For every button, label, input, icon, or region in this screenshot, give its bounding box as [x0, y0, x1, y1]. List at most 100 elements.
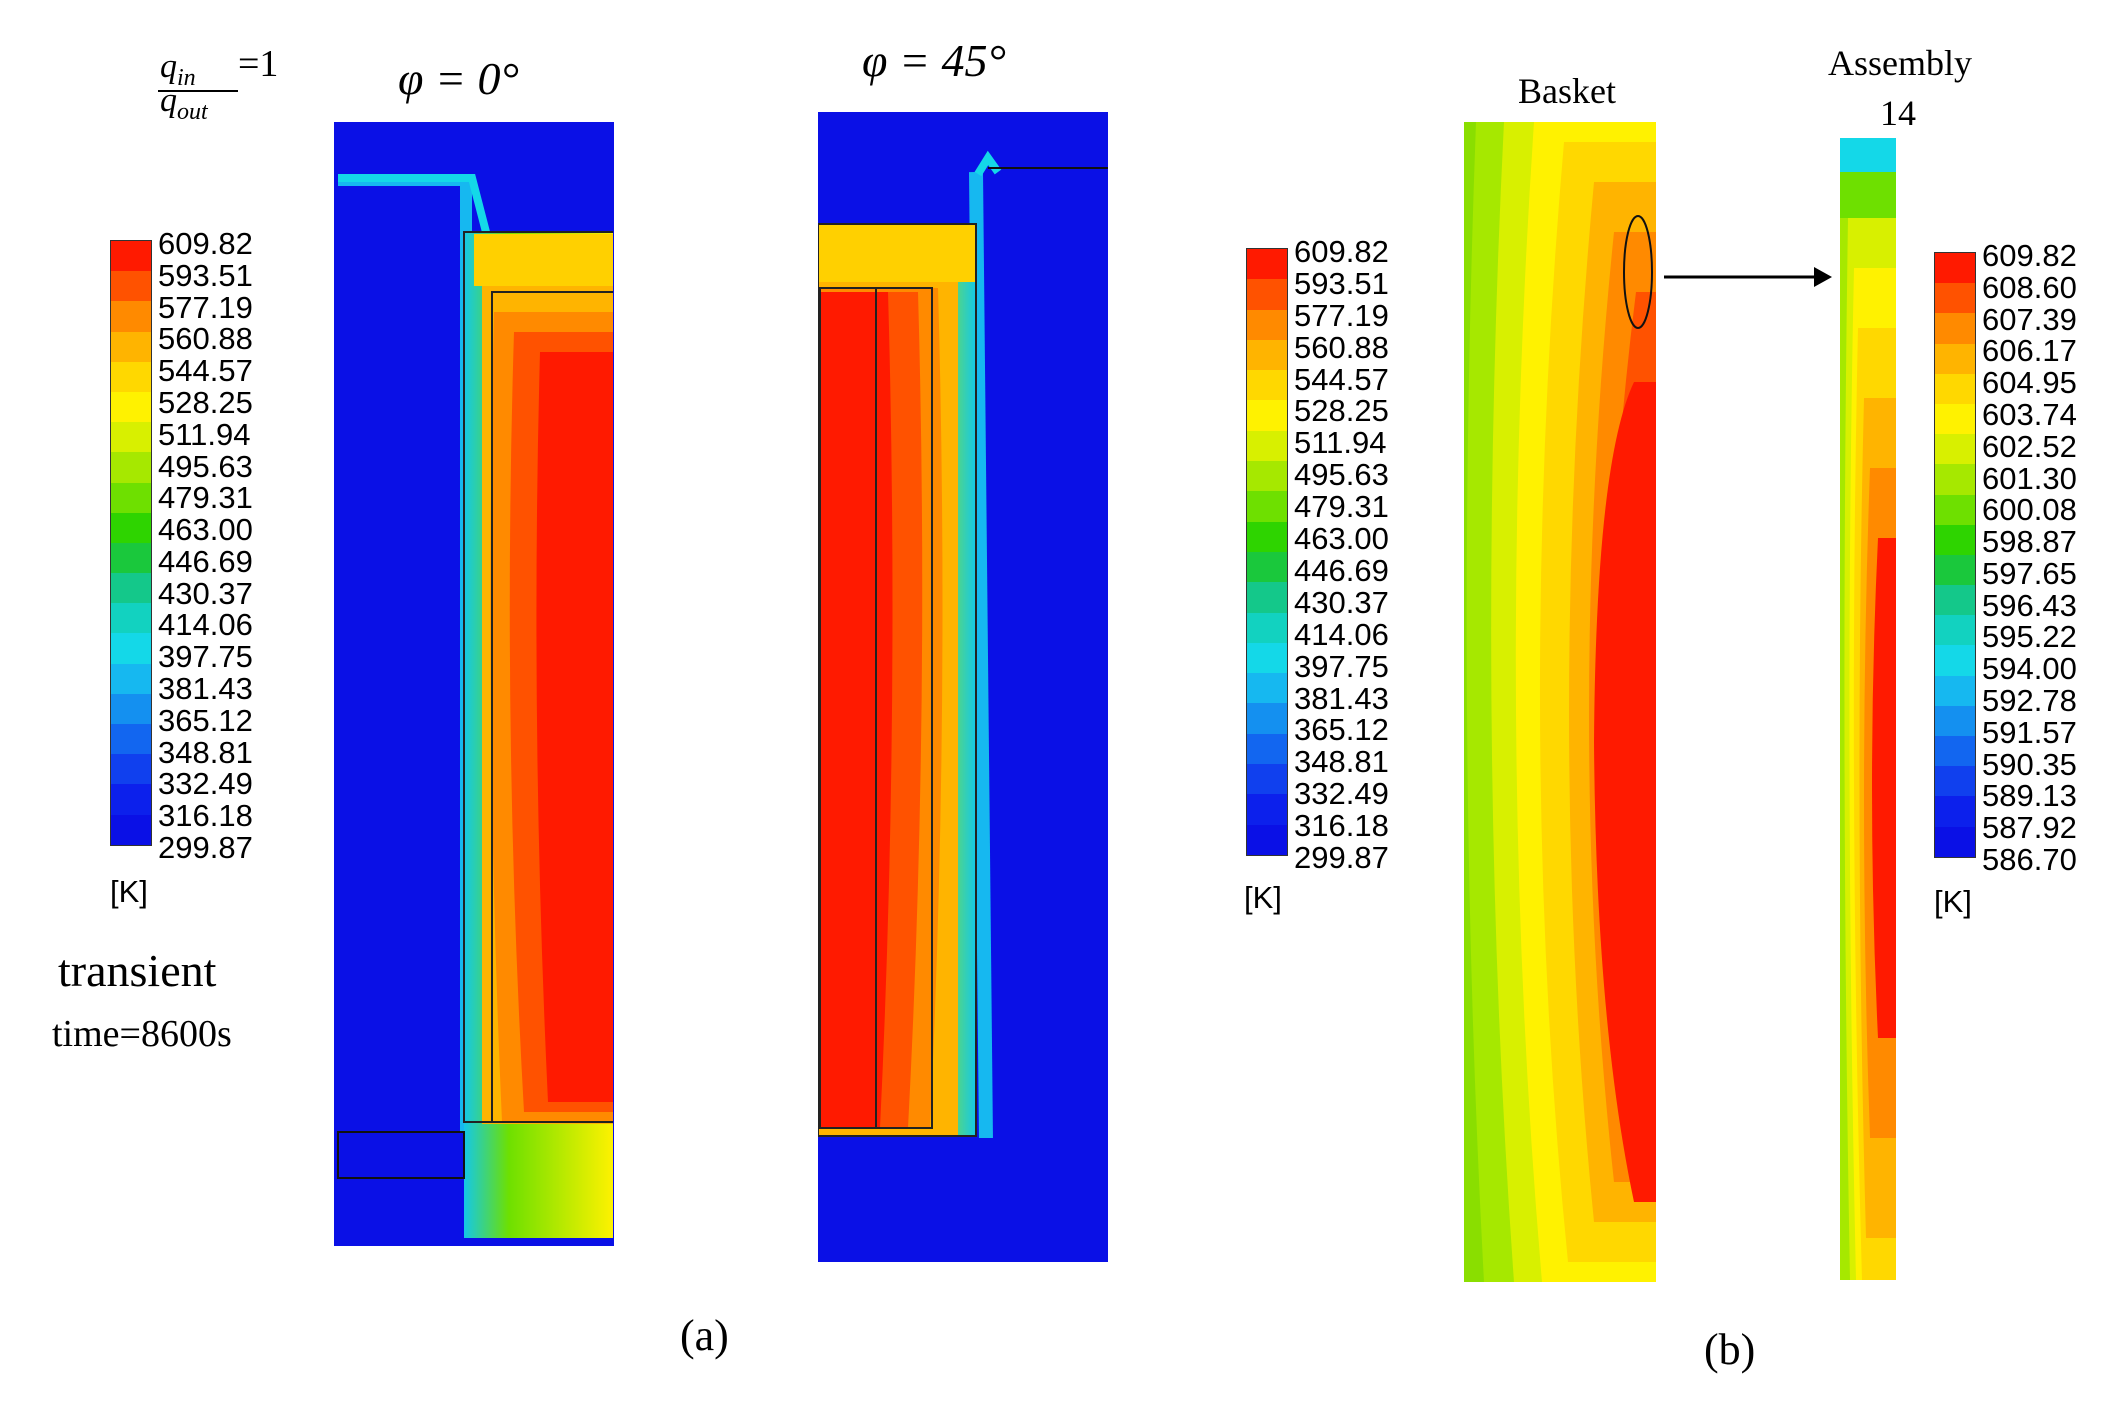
- colorbar-tick-label: 463.00: [1294, 521, 1389, 557]
- colorbar-tick-label: 607.39: [1982, 301, 2077, 337]
- colorbar-tick-label: 397.75: [1294, 648, 1389, 684]
- colorbar-swatch: [1247, 521, 1287, 552]
- colorbar-swatch: [1935, 736, 1975, 767]
- colorbar-tick-label: 590.35: [1982, 746, 2077, 782]
- colorbar-tick-label: 600.08: [1982, 492, 2077, 528]
- phi-0-label: φ = 0°: [398, 53, 519, 104]
- colorbar-tick-label: 598.87: [1982, 524, 2077, 560]
- colorbar-tick-label: 463.00: [158, 512, 253, 548]
- colorbar-swatch: [111, 784, 151, 815]
- colorbar-tick-label: 597.65: [1982, 555, 2077, 591]
- colorbar-tick-label: 587.92: [1982, 810, 2077, 846]
- colorbar-swatch: [1247, 430, 1287, 462]
- colorbar-tick-label: 595.22: [1982, 619, 2077, 655]
- colorbar-tick-label: 544.57: [1294, 361, 1389, 397]
- colorbar-tick-label: 601.30: [1982, 460, 2077, 496]
- transient-label: transient: [58, 945, 217, 996]
- temperature-field-phi-45: [818, 112, 1108, 1262]
- colorbar-swatch: [1247, 794, 1287, 825]
- colorbar-b-basket: [1246, 248, 1288, 856]
- zoom-arrow: [1664, 262, 1834, 292]
- colorbar-swatch: [1247, 551, 1287, 583]
- colorbar-swatch: [1935, 283, 1975, 314]
- colorbar-tick-label: 332.49: [1294, 776, 1389, 812]
- colorbar-swatch: [1935, 796, 1975, 827]
- colorbar-swatch: [1935, 554, 1975, 586]
- phi-45-label: φ = 45°: [862, 35, 1006, 86]
- colorbar-tick-label: 316.18: [158, 798, 253, 834]
- colorbar-swatch: [111, 512, 151, 543]
- colorbar-swatch: [1935, 826, 1975, 857]
- colorbar-tick-label: 577.19: [158, 289, 253, 325]
- colorbar-tick-label: 593.51: [1294, 265, 1389, 301]
- colorbar-swatch: [1247, 764, 1287, 795]
- colorbar-swatch: [1247, 249, 1287, 280]
- colorbar-tick-label: 593.51: [158, 257, 253, 293]
- colorbar-tick-label: 586.70: [1982, 842, 2077, 877]
- colorbar-tick-label: 365.12: [1294, 712, 1389, 748]
- temperature-field-assembly: [1840, 138, 1896, 1280]
- colorbar-swatch: [1247, 642, 1287, 674]
- colorbar-swatch: [1935, 253, 1975, 284]
- assembly-label-line2: 14: [1880, 93, 1916, 133]
- colorbar-swatch: [111, 573, 151, 604]
- temperature-field-phi-0: [334, 122, 614, 1246]
- assembly-label-line1: Assembly: [1828, 43, 1972, 83]
- ratio-numerator: qin: [160, 48, 196, 91]
- colorbar-tick-label: 577.19: [1294, 297, 1389, 333]
- colorbar-tick-label: 365.12: [158, 702, 253, 738]
- colorbar-swatch: [1935, 313, 1975, 344]
- colorbar-swatch: [1935, 615, 1975, 646]
- colorbar-swatch: [1247, 612, 1287, 643]
- colorbar-swatch: [111, 391, 151, 423]
- colorbar-a-unit: [K]: [110, 874, 148, 909]
- colorbar-swatch: [1247, 400, 1287, 431]
- colorbar-tick-label: 592.78: [1982, 683, 2077, 719]
- colorbar-tick-label: 609.82: [1982, 238, 2077, 273]
- colorbar-tick-label: 332.49: [158, 766, 253, 802]
- colorbar-swatch: [1935, 675, 1975, 706]
- colorbar-tick-label: 381.43: [158, 671, 253, 707]
- colorbar-tick-label: 560.88: [1294, 329, 1389, 365]
- colorbar-tick-label: 479.31: [158, 480, 253, 516]
- colorbar-tick-label: 528.25: [158, 384, 253, 420]
- colorbar-swatch: [111, 754, 151, 785]
- colorbar-tick-label: 381.43: [1294, 680, 1389, 716]
- colorbar-b-basket-unit: [K]: [1244, 880, 1282, 915]
- colorbar-swatch: [1935, 403, 1975, 435]
- colorbar-tick-label: 479.31: [1294, 489, 1389, 525]
- colorbar-tick-label: 495.63: [1294, 457, 1389, 493]
- colorbar-swatch: [111, 814, 151, 845]
- caption-b: (b): [1704, 1325, 1756, 1374]
- colorbar-tick-label: 414.06: [1294, 616, 1389, 652]
- ratio-fraction-bar: [158, 90, 238, 92]
- colorbar-tick-label: 602.52: [1982, 428, 2077, 464]
- colorbar-swatch: [1247, 824, 1287, 855]
- colorbar-b-assembly-unit: [K]: [1934, 884, 1972, 919]
- colorbar-swatch: [111, 482, 151, 513]
- colorbar-swatch: [1935, 373, 1975, 404]
- colorbar-tick-label: 603.74: [1982, 396, 2077, 432]
- colorbar-swatch: [111, 693, 151, 724]
- colorbar-tick-label: 589.13: [1982, 778, 2077, 814]
- colorbar-b-basket-bar: [1246, 248, 1288, 856]
- colorbar-tick-label: 430.37: [1294, 584, 1389, 620]
- colorbar-tick-label: 511.94: [1294, 425, 1387, 461]
- colorbar-swatch: [1935, 585, 1975, 616]
- colorbar-tick-label: 511.94: [158, 416, 251, 452]
- colorbar-swatch: [1935, 343, 1975, 374]
- colorbar-swatch: [111, 663, 151, 694]
- colorbar-swatch: [1247, 339, 1287, 371]
- colorbar-swatch: [111, 361, 151, 392]
- colorbar-tick-label: 299.87: [1294, 840, 1389, 875]
- colorbar-tick-label: 430.37: [158, 575, 253, 611]
- colorbar-tick-label: 594.00: [1982, 651, 2077, 687]
- colorbar-swatch: [1247, 461, 1287, 492]
- colorbar-tick-label: 596.43: [1982, 587, 2077, 623]
- colorbar-tick-label: 299.87: [158, 830, 253, 865]
- colorbar-swatch: [111, 241, 151, 272]
- colorbar-tick-label: 608.60: [1982, 269, 2077, 305]
- time-label: time=8600s: [52, 1013, 232, 1055]
- colorbar-tick-label: 446.69: [158, 543, 253, 579]
